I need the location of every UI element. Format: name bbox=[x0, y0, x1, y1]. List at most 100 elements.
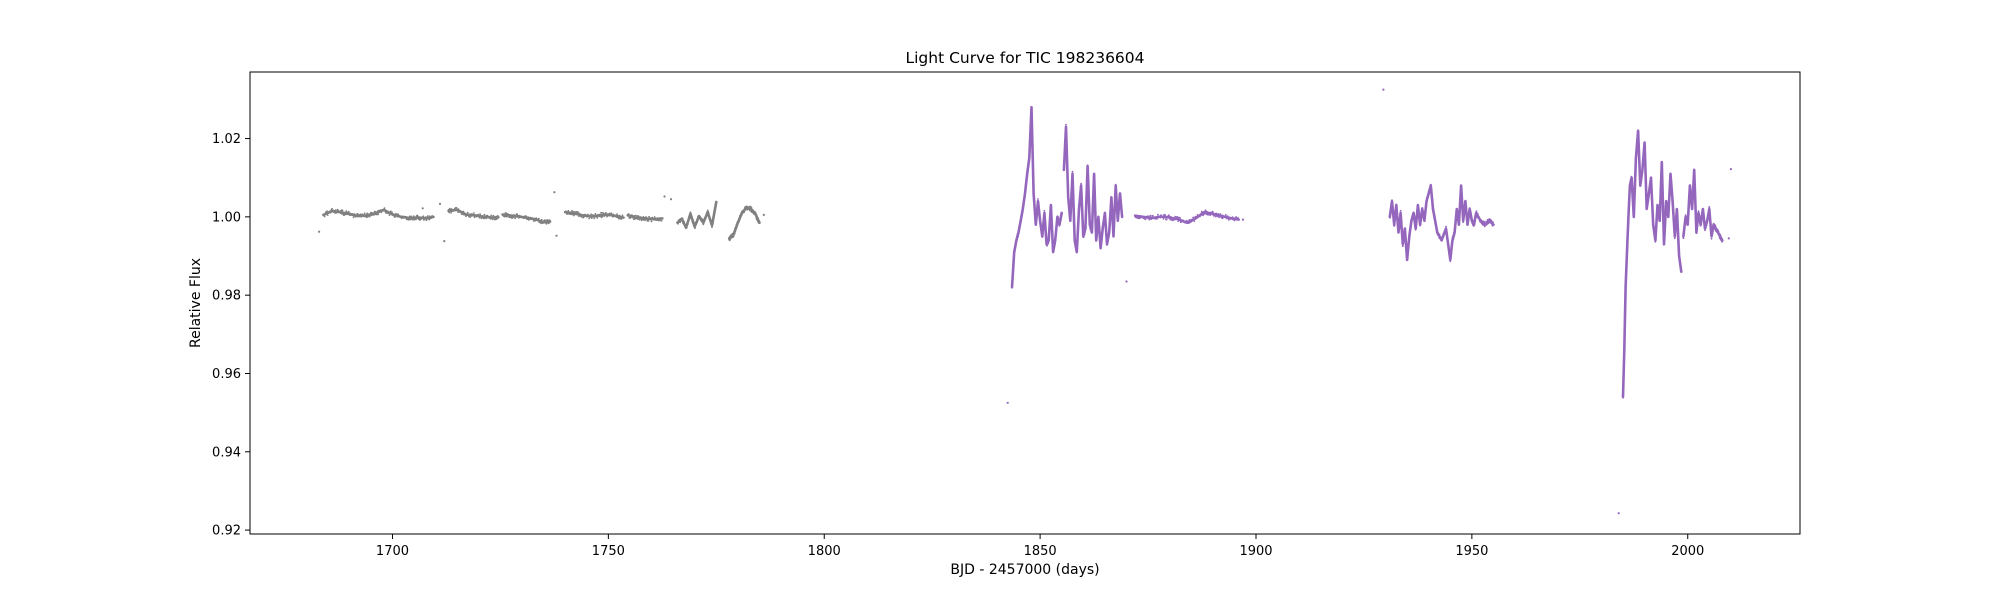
data-point bbox=[1037, 198, 1039, 200]
data-point bbox=[1678, 256, 1681, 258]
data-point bbox=[1101, 234, 1103, 236]
data-point bbox=[1054, 243, 1056, 246]
data-point bbox=[1120, 211, 1123, 214]
data-point bbox=[1091, 231, 1093, 234]
data-point bbox=[1054, 235, 1057, 238]
data-point bbox=[1103, 213, 1106, 216]
series-0-segment-0 bbox=[322, 207, 435, 222]
data-point bbox=[1461, 203, 1464, 206]
data-point bbox=[1084, 225, 1087, 228]
data-point bbox=[1048, 235, 1050, 238]
data-point bbox=[1631, 185, 1633, 188]
data-point bbox=[1459, 195, 1462, 198]
data-point bbox=[1440, 237, 1443, 240]
data-point bbox=[473, 212, 475, 214]
data-point bbox=[1450, 248, 1453, 251]
data-point bbox=[643, 217, 646, 220]
data-point bbox=[1193, 220, 1196, 223]
data-point bbox=[1106, 240, 1109, 243]
data-point bbox=[1622, 386, 1625, 388]
data-point bbox=[1081, 214, 1084, 216]
data-point bbox=[1659, 196, 1662, 199]
data-point bbox=[1200, 212, 1202, 215]
data-point bbox=[601, 215, 604, 218]
data-point bbox=[1677, 229, 1679, 232]
data-point bbox=[1029, 138, 1031, 140]
data-point bbox=[1105, 232, 1107, 234]
data-point bbox=[1664, 222, 1666, 225]
data-point bbox=[1626, 252, 1628, 254]
data-point bbox=[1667, 207, 1670, 210]
data-point bbox=[1460, 193, 1463, 196]
tick-layer: 1700 1750 1800 1850 1900 1950 2000 0.92 0.94 0.96… bbox=[212, 132, 1704, 559]
data-point bbox=[1118, 201, 1121, 204]
data-point bbox=[1628, 188, 1631, 191]
data-point bbox=[1070, 201, 1072, 204]
data-point bbox=[737, 220, 740, 223]
data-point bbox=[460, 210, 462, 213]
data-point bbox=[1671, 198, 1674, 201]
data-point bbox=[1422, 214, 1425, 216]
data-point bbox=[1402, 242, 1404, 245]
data-point bbox=[732, 235, 735, 238]
data-point bbox=[1712, 229, 1714, 232]
data-point bbox=[1044, 218, 1046, 221]
data-point bbox=[1415, 226, 1417, 229]
data-point bbox=[606, 215, 608, 218]
data-point bbox=[1065, 132, 1068, 135]
data-point bbox=[1093, 179, 1096, 182]
data-point bbox=[1091, 226, 1093, 229]
data-point bbox=[1226, 217, 1228, 220]
data-point bbox=[1091, 205, 1094, 207]
data-point bbox=[646, 218, 649, 221]
data-point bbox=[1050, 218, 1053, 221]
data-point bbox=[1070, 197, 1073, 199]
data-point bbox=[696, 219, 699, 222]
data-point bbox=[1044, 221, 1047, 224]
data-point bbox=[1072, 187, 1074, 189]
data-point bbox=[1073, 228, 1076, 230]
data-point bbox=[1049, 216, 1051, 218]
data-point bbox=[1080, 190, 1083, 193]
data-point bbox=[1071, 177, 1074, 180]
data-point bbox=[1013, 251, 1016, 254]
data-point bbox=[466, 211, 469, 214]
data-point bbox=[1111, 218, 1114, 221]
data-point bbox=[373, 214, 375, 216]
data-point bbox=[1717, 231, 1720, 233]
data-point bbox=[1454, 227, 1457, 230]
data-point bbox=[1676, 215, 1679, 218]
data-point bbox=[418, 216, 420, 219]
data-point bbox=[1087, 196, 1090, 199]
data-point bbox=[1066, 176, 1069, 179]
x-tick-label: 1800 bbox=[808, 544, 841, 559]
data-point bbox=[432, 215, 434, 218]
data-point bbox=[1077, 219, 1080, 222]
data-point bbox=[1110, 196, 1113, 199]
data-point bbox=[1094, 223, 1097, 226]
data-point bbox=[334, 212, 336, 214]
data-point bbox=[1079, 199, 1081, 202]
data-point bbox=[494, 216, 497, 219]
data-point bbox=[1034, 209, 1036, 212]
data-point bbox=[1694, 190, 1696, 192]
data-point bbox=[1643, 141, 1646, 144]
data-point bbox=[1622, 380, 1625, 383]
data-point bbox=[1689, 188, 1692, 191]
data-point bbox=[1644, 175, 1647, 178]
data-point bbox=[1406, 256, 1409, 258]
data-point bbox=[1224, 213, 1227, 216]
data-point bbox=[1094, 205, 1097, 207]
data-point bbox=[1630, 176, 1633, 179]
data-point bbox=[1644, 158, 1647, 161]
data-point bbox=[1633, 212, 1635, 215]
data-point bbox=[1651, 210, 1654, 213]
data-point bbox=[1719, 234, 1722, 237]
data-point bbox=[448, 211, 451, 214]
data-point bbox=[1671, 188, 1673, 191]
data-point bbox=[1064, 148, 1066, 151]
data-point bbox=[1458, 218, 1461, 221]
data-point bbox=[738, 217, 740, 220]
data-point bbox=[389, 210, 392, 213]
series-0-segment-3 bbox=[563, 209, 625, 220]
